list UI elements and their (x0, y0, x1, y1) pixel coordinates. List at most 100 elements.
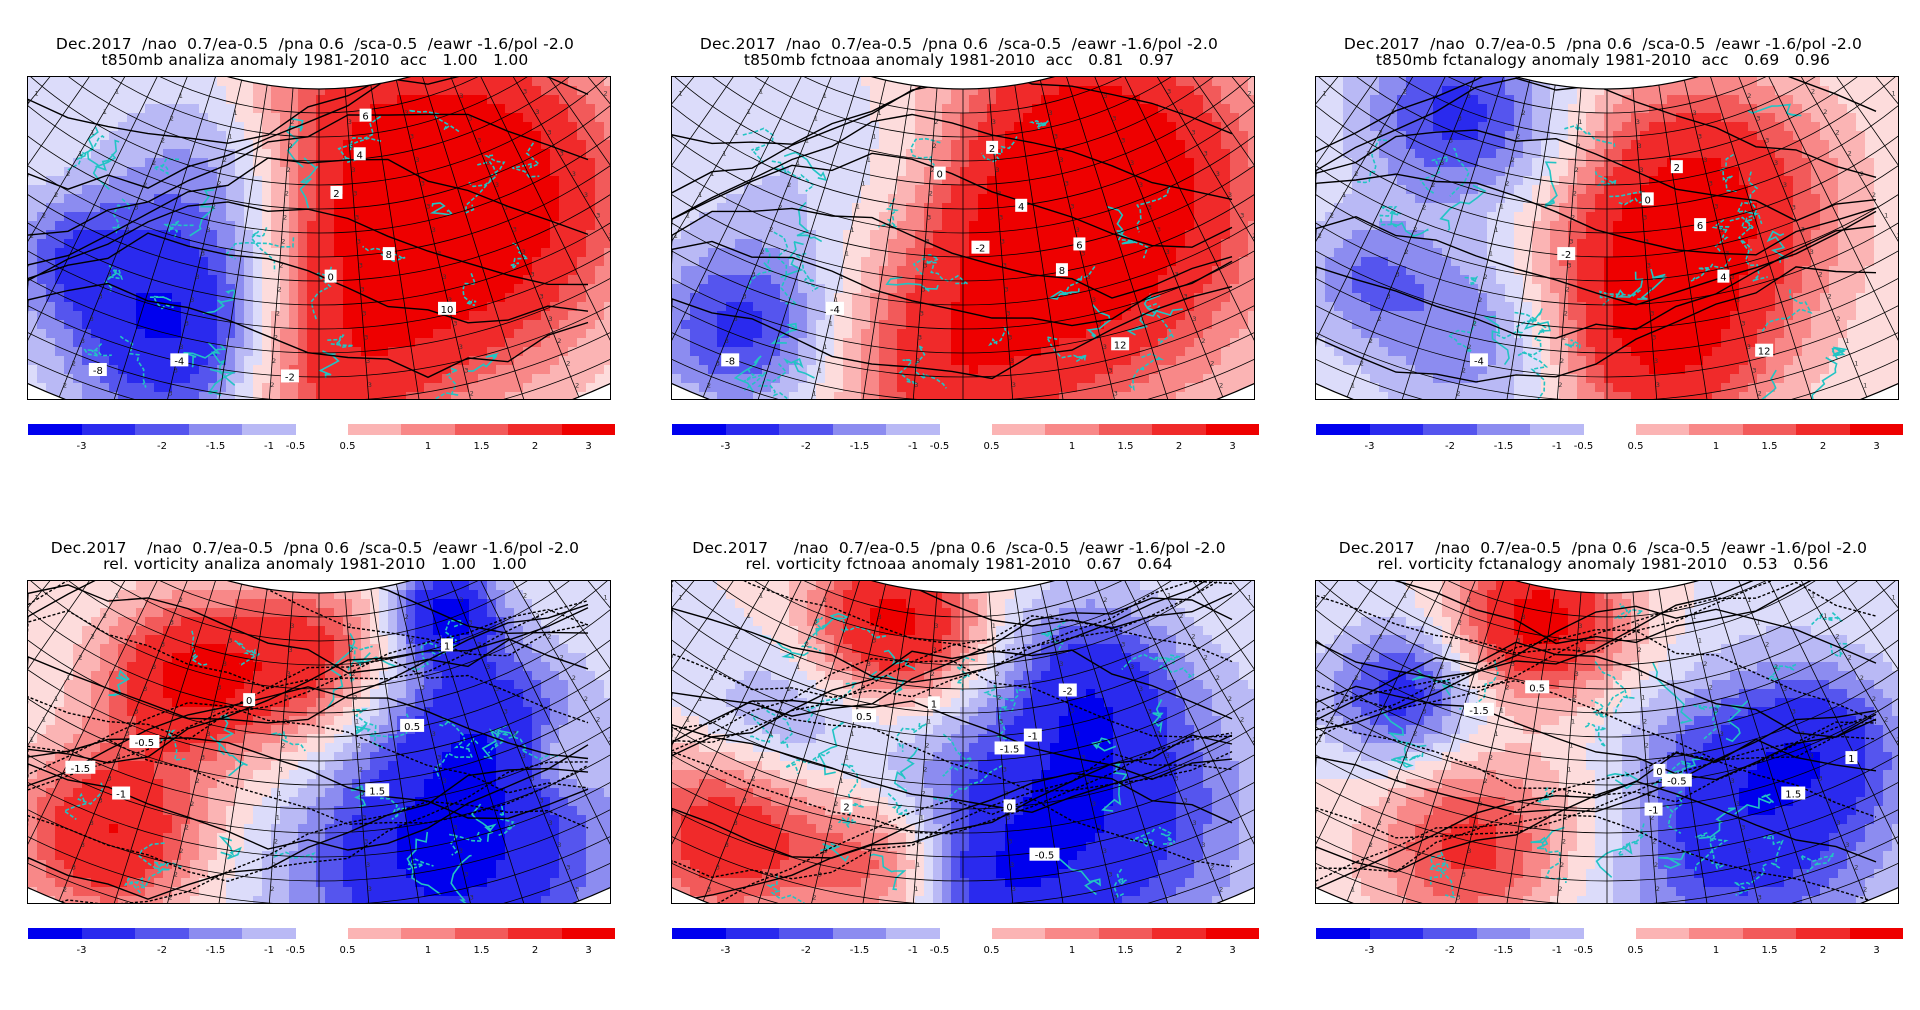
colorbar-swatch (348, 928, 402, 939)
colorbar-tick-label: 1.5 (1762, 945, 1778, 956)
colorbar-tick-label: 3 (1229, 945, 1235, 956)
colorbar-tick-label: -2 (801, 441, 811, 452)
colorbar-tick-label: -3 (77, 945, 87, 956)
colorbar-swatch (455, 928, 509, 939)
colorbar-swatch (242, 424, 296, 435)
contour-label: 4 (354, 147, 366, 161)
colorbar-tick-label: -0.5 (930, 441, 950, 452)
svg-text:3: 3 (405, 109, 409, 117)
svg-text:3: 3 (608, 232, 610, 240)
contour-label: -1.5 (1464, 703, 1494, 717)
colorbar-swatch (1370, 928, 1424, 939)
contour-label: 4 (1015, 199, 1027, 213)
colorbar-swatch (1099, 928, 1153, 939)
svg-text:3: 3 (196, 273, 200, 281)
colorbar-tick-label: 3 (585, 441, 591, 452)
svg-text:3: 3 (548, 315, 552, 323)
svg-text:3: 3 (547, 129, 551, 137)
panel-t850-fctnoaa: Dec.2017 /nao 0.7/ea-0.5 /pna 0.6 /sca-0… (644, 36, 1274, 506)
contour-label: 0 (1004, 799, 1016, 813)
colorbar-swatch (562, 928, 616, 939)
colorbar-tick-label: 0.5 (1628, 441, 1644, 452)
colorbar-tick-label: 3 (1873, 945, 1879, 956)
colorbar-swatch (726, 424, 780, 435)
svg-text:1: 1 (50, 77, 54, 79)
contour-label: 1.5 (365, 783, 389, 797)
contour-label: 6 (360, 109, 372, 123)
contour-label: 0.5 (852, 709, 876, 723)
colorbar-tick-label: -2 (1445, 441, 1455, 452)
svg-text:1: 1 (179, 92, 183, 100)
colorbar-tick-label: 3 (585, 945, 591, 956)
colorbar-swatch (1045, 424, 1099, 435)
svg-text:3: 3 (364, 333, 368, 341)
contour-label: 0 (325, 270, 337, 284)
colorbar-swatch (28, 928, 82, 939)
colorbar-swatch (1423, 424, 1477, 435)
contour-label: 0 (1653, 764, 1665, 778)
colorbar-swatch (1530, 424, 1584, 435)
contour-label: -1.5 (995, 741, 1025, 755)
contour-label: 1.5 (1781, 787, 1805, 801)
svg-text:2: 2 (333, 189, 339, 200)
colorbar-swatch (1530, 928, 1584, 939)
panel-vorticity-fctanalogy: Dec.2017 /nao 0.7/ea-0.5 /pna 0.6 /sca-0… (1288, 540, 1918, 1010)
map-canvas: 1111111111222122112333333332111122332332… (672, 581, 1254, 903)
colorbar-tick-label: 0.5 (340, 945, 356, 956)
colorbar-swatch (726, 928, 780, 939)
colorbar-swatch (455, 424, 509, 435)
colorbar-tick-label: -3 (721, 441, 731, 452)
contour-label: -4 (826, 302, 844, 316)
colorbar-tick-label: 1 (1713, 441, 1719, 452)
colorbar-tick-label: 2 (1176, 945, 1182, 956)
colorbar-swatch (1206, 424, 1260, 435)
svg-text:3: 3 (168, 390, 172, 398)
contour-label: 0.5 (400, 719, 424, 733)
colorbar-tick-label: -1.5 (1494, 945, 1514, 956)
svg-text:-8: -8 (93, 366, 103, 377)
contour-label: -0.5 (1662, 774, 1692, 788)
colorbar-swatch (1689, 928, 1743, 939)
contour-label: 0.5 (1525, 680, 1549, 694)
colorbar-swatch (135, 928, 189, 939)
contour-label: 2 (330, 186, 342, 200)
svg-text:2: 2 (170, 114, 174, 122)
svg-text:3: 3 (362, 309, 366, 317)
colorbar-tick-label: -2 (157, 945, 167, 956)
colorbar-tick-label: 1.5 (1118, 945, 1134, 956)
colorbar-swatch (1850, 928, 1904, 939)
colorbar-tick-label: -1 (908, 945, 918, 956)
svg-text:2: 2 (54, 191, 58, 199)
svg-text:2: 2 (30, 232, 34, 240)
svg-text:2: 2 (557, 337, 561, 345)
colorbar-tick-label: -1 (1552, 441, 1562, 452)
contour-label: 0 (934, 167, 946, 181)
svg-text:3: 3 (432, 226, 436, 234)
colorbar-swatch (1689, 424, 1743, 435)
colorbar-swatch (1477, 424, 1531, 435)
svg-text:1: 1 (228, 133, 232, 141)
colorbar-tick-label: -0.5 (286, 945, 306, 956)
colorbar-tick-label: -1 (908, 441, 918, 452)
colorbar-tick-label: -1.5 (1494, 441, 1514, 452)
svg-text:3: 3 (361, 285, 365, 293)
colorbar-tick-label: -1 (1552, 945, 1562, 956)
contour-label: -2 (1557, 247, 1575, 261)
colorbar-tick-label: -1.5 (850, 441, 870, 452)
svg-text:0: 0 (327, 273, 333, 284)
colorbar-tick-label: 1.5 (1762, 441, 1778, 452)
colorbar-swatch (82, 424, 136, 435)
svg-text:3: 3 (355, 214, 359, 222)
colorbar-swatch (508, 424, 562, 435)
colorbar-swatch (1477, 928, 1531, 939)
colorbar-swatch (348, 424, 402, 435)
colorbar-swatch (1796, 424, 1850, 435)
colorbar-swatch (1850, 424, 1904, 435)
svg-text:2: 2 (285, 190, 289, 198)
panel-title-line2: t850mb fctnoaa anomaly 1981-2010 acc 0.8… (644, 52, 1274, 69)
svg-text:3: 3 (495, 181, 499, 189)
colorbar-swatch (242, 928, 296, 939)
contour-label: -1 (112, 787, 130, 801)
svg-text:3: 3 (477, 137, 481, 145)
